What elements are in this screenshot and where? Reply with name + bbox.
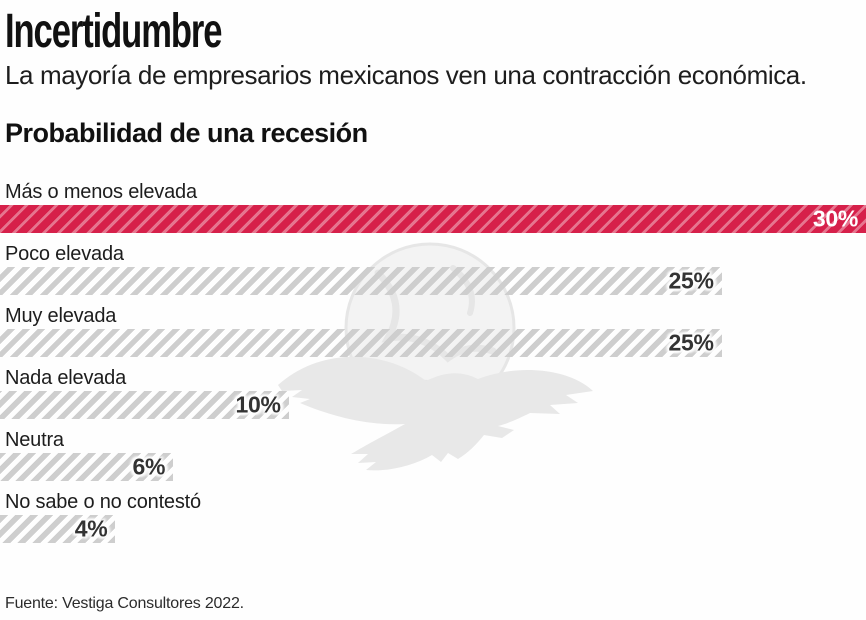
bar-value-label: 25% — [668, 267, 714, 294]
bar-category-label: Nada elevada — [5, 367, 127, 389]
bar-category-label: Más o menos elevada — [5, 181, 197, 203]
bar: 4% — [0, 515, 116, 543]
chart-row: No sabe o no contestó 4% — [0, 491, 866, 543]
subtitle: La mayoría de empresarios mexicanos ven … — [5, 60, 807, 90]
chart-row: Poco elevada 25% — [0, 243, 866, 295]
chart-row: Más o menos elevada 30% — [0, 181, 866, 233]
page-title: Incertidumbre — [5, 5, 222, 58]
bar: 6% — [0, 453, 174, 481]
chart-title: Probabilidad de una recesión — [5, 118, 368, 148]
content: Incertidumbre La mayoría de empresarios … — [0, 5, 866, 543]
bar: 25% — [0, 329, 722, 357]
chart-row: Muy elevada 25% — [0, 305, 866, 357]
bar-category-label: Neutra — [5, 429, 64, 451]
chart-row: Neutra 6% — [0, 429, 866, 481]
bar-value-label: 30% — [812, 205, 858, 232]
bar-value-label: 4% — [74, 515, 108, 542]
bar-chart: Más o menos elevada 30% Poco elevada 25% Muy… — [0, 181, 866, 543]
bar-value-label: 6% — [132, 453, 166, 480]
bar: 10% — [0, 391, 289, 419]
bar-highlighted: 30% — [0, 205, 866, 233]
bar-value-label: 25% — [668, 329, 714, 356]
bar-category-label: No sabe o no contestó — [5, 491, 201, 513]
bar-category-label: Muy elevada — [5, 305, 117, 327]
bar-value-label: 10% — [235, 391, 281, 418]
source-note: Fuente: Vestiga Consultores 2022. — [5, 595, 244, 612]
eagle-icon — [278, 356, 593, 471]
bar-category-label: Poco elevada — [5, 243, 124, 265]
bar: 25% — [0, 267, 722, 295]
chart-row: Nada elevada 10% — [0, 367, 866, 419]
